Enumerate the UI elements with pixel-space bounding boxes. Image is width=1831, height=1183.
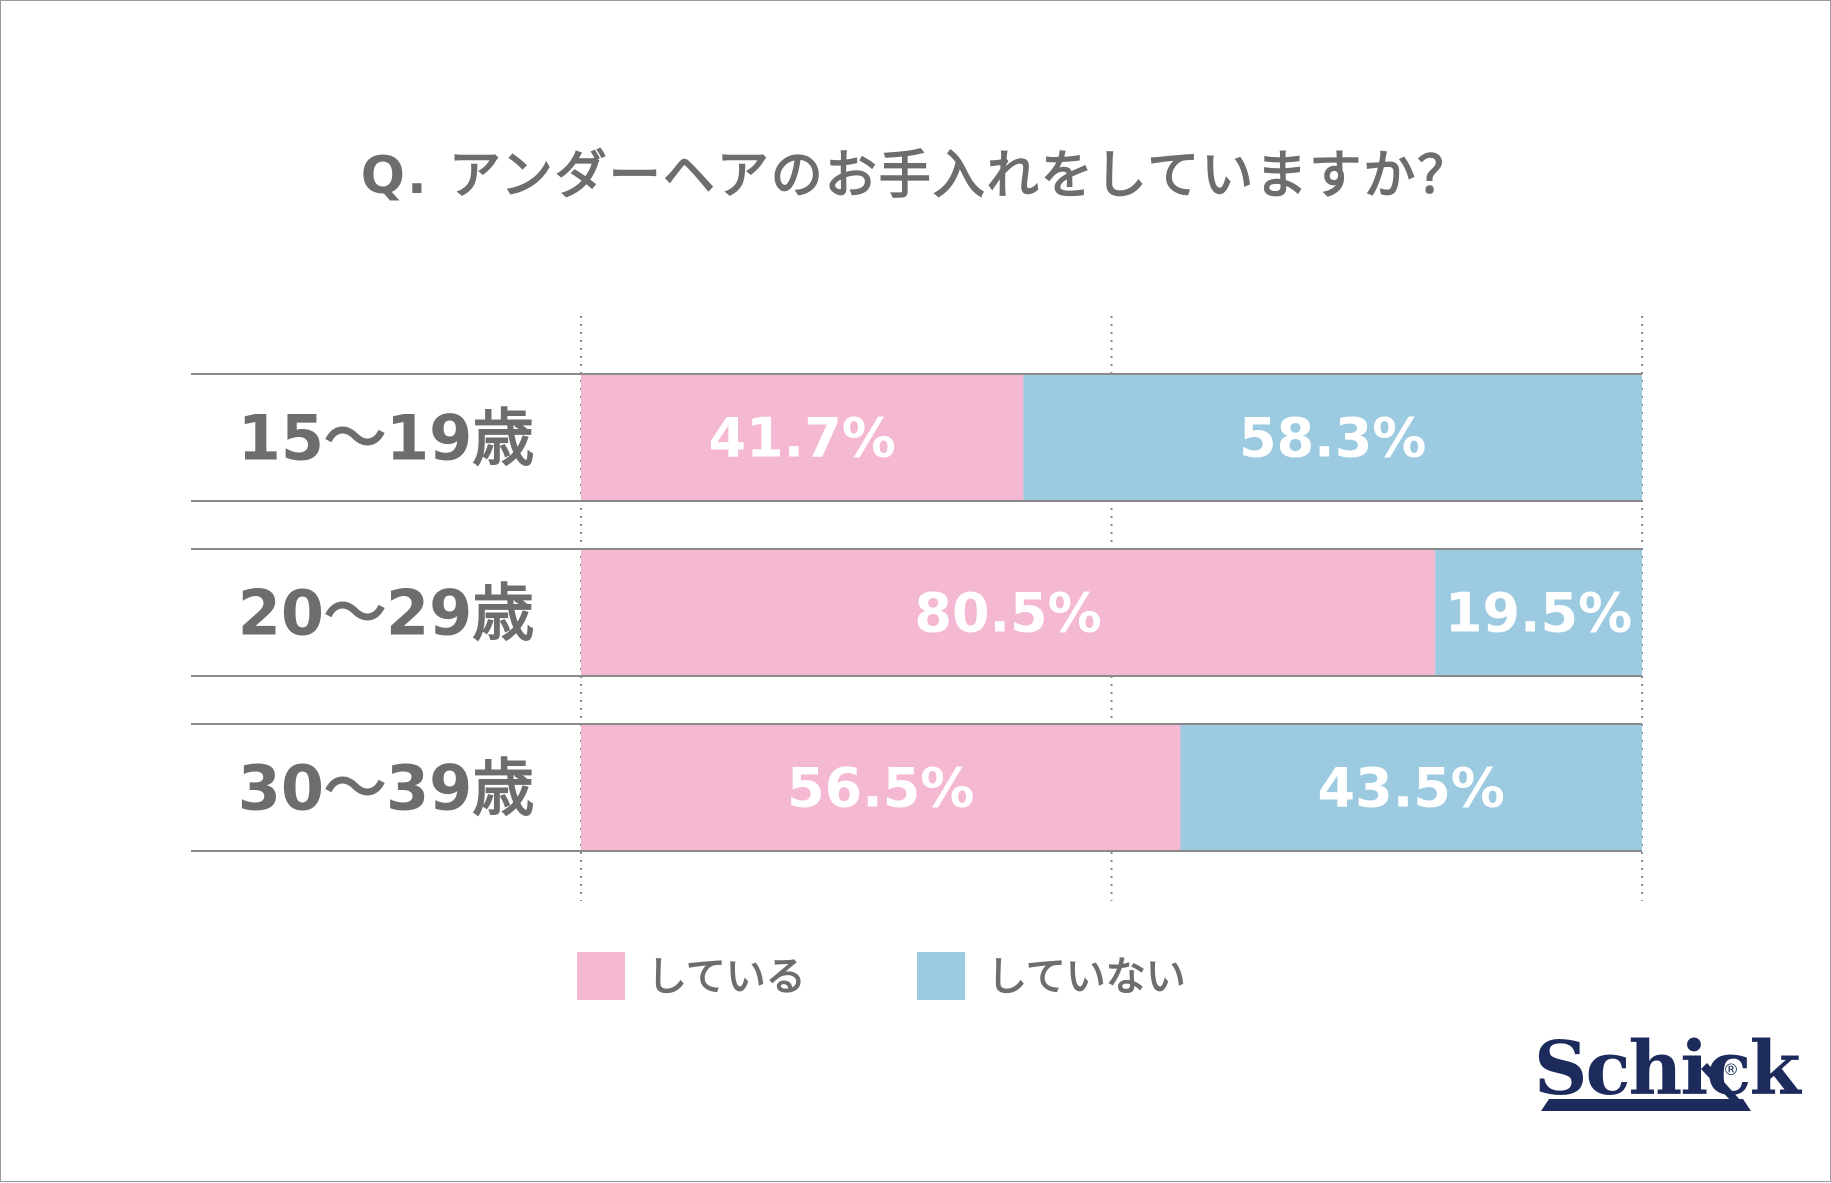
logo-text: Schick	[1534, 1026, 1802, 1112]
logo-swoosh	[1701, 1063, 1741, 1101]
bar-not-doing-2	[1180, 725, 1642, 850]
legend-label: している	[647, 954, 806, 1000]
bar-doing-1	[581, 550, 1436, 675]
category-label-2: 30～39歳	[238, 752, 535, 825]
value-label-doing-1: 80.5%	[914, 582, 1101, 645]
bar-doing-0	[581, 375, 1024, 500]
legend-label: していない	[987, 954, 1186, 1000]
legend: している していない	[577, 952, 1186, 1000]
legend-swatch	[577, 952, 625, 1000]
value-label-not-doing-0: 58.3%	[1239, 407, 1426, 470]
legend-item-not-doing: していない	[917, 952, 1186, 1000]
value-labels: 41.7% 58.3% 80.5% 19.5% 56.5% 43.5%	[709, 407, 1633, 820]
value-label-doing-0: 41.7%	[709, 407, 896, 470]
bar-not-doing-0	[1023, 375, 1642, 500]
chart-title: Q. アンダーヘアのお手入れをしていますか？	[361, 146, 1471, 206]
legend-swatch	[917, 952, 965, 1000]
bar-doing-2	[581, 725, 1181, 850]
logo-underline	[1541, 1099, 1751, 1111]
category-labels: 15～19歳 20～29歳 30～39歳	[238, 402, 535, 825]
category-label-1: 20～29歳	[238, 577, 535, 650]
category-label-0: 15～19歳	[238, 402, 535, 475]
value-label-not-doing-2: 43.5%	[1318, 757, 1505, 820]
bar-not-doing-1	[1435, 550, 1642, 675]
row-rules	[191, 373, 1642, 852]
legend-item-doing: している	[577, 952, 806, 1000]
registered-mark: ®	[1723, 1060, 1739, 1079]
value-label-not-doing-1: 19.5%	[1445, 582, 1632, 645]
value-label-doing-2: 56.5%	[787, 757, 974, 820]
bars-layer	[581, 375, 1642, 850]
schick-logo: Schick ®	[1534, 1026, 1804, 1112]
